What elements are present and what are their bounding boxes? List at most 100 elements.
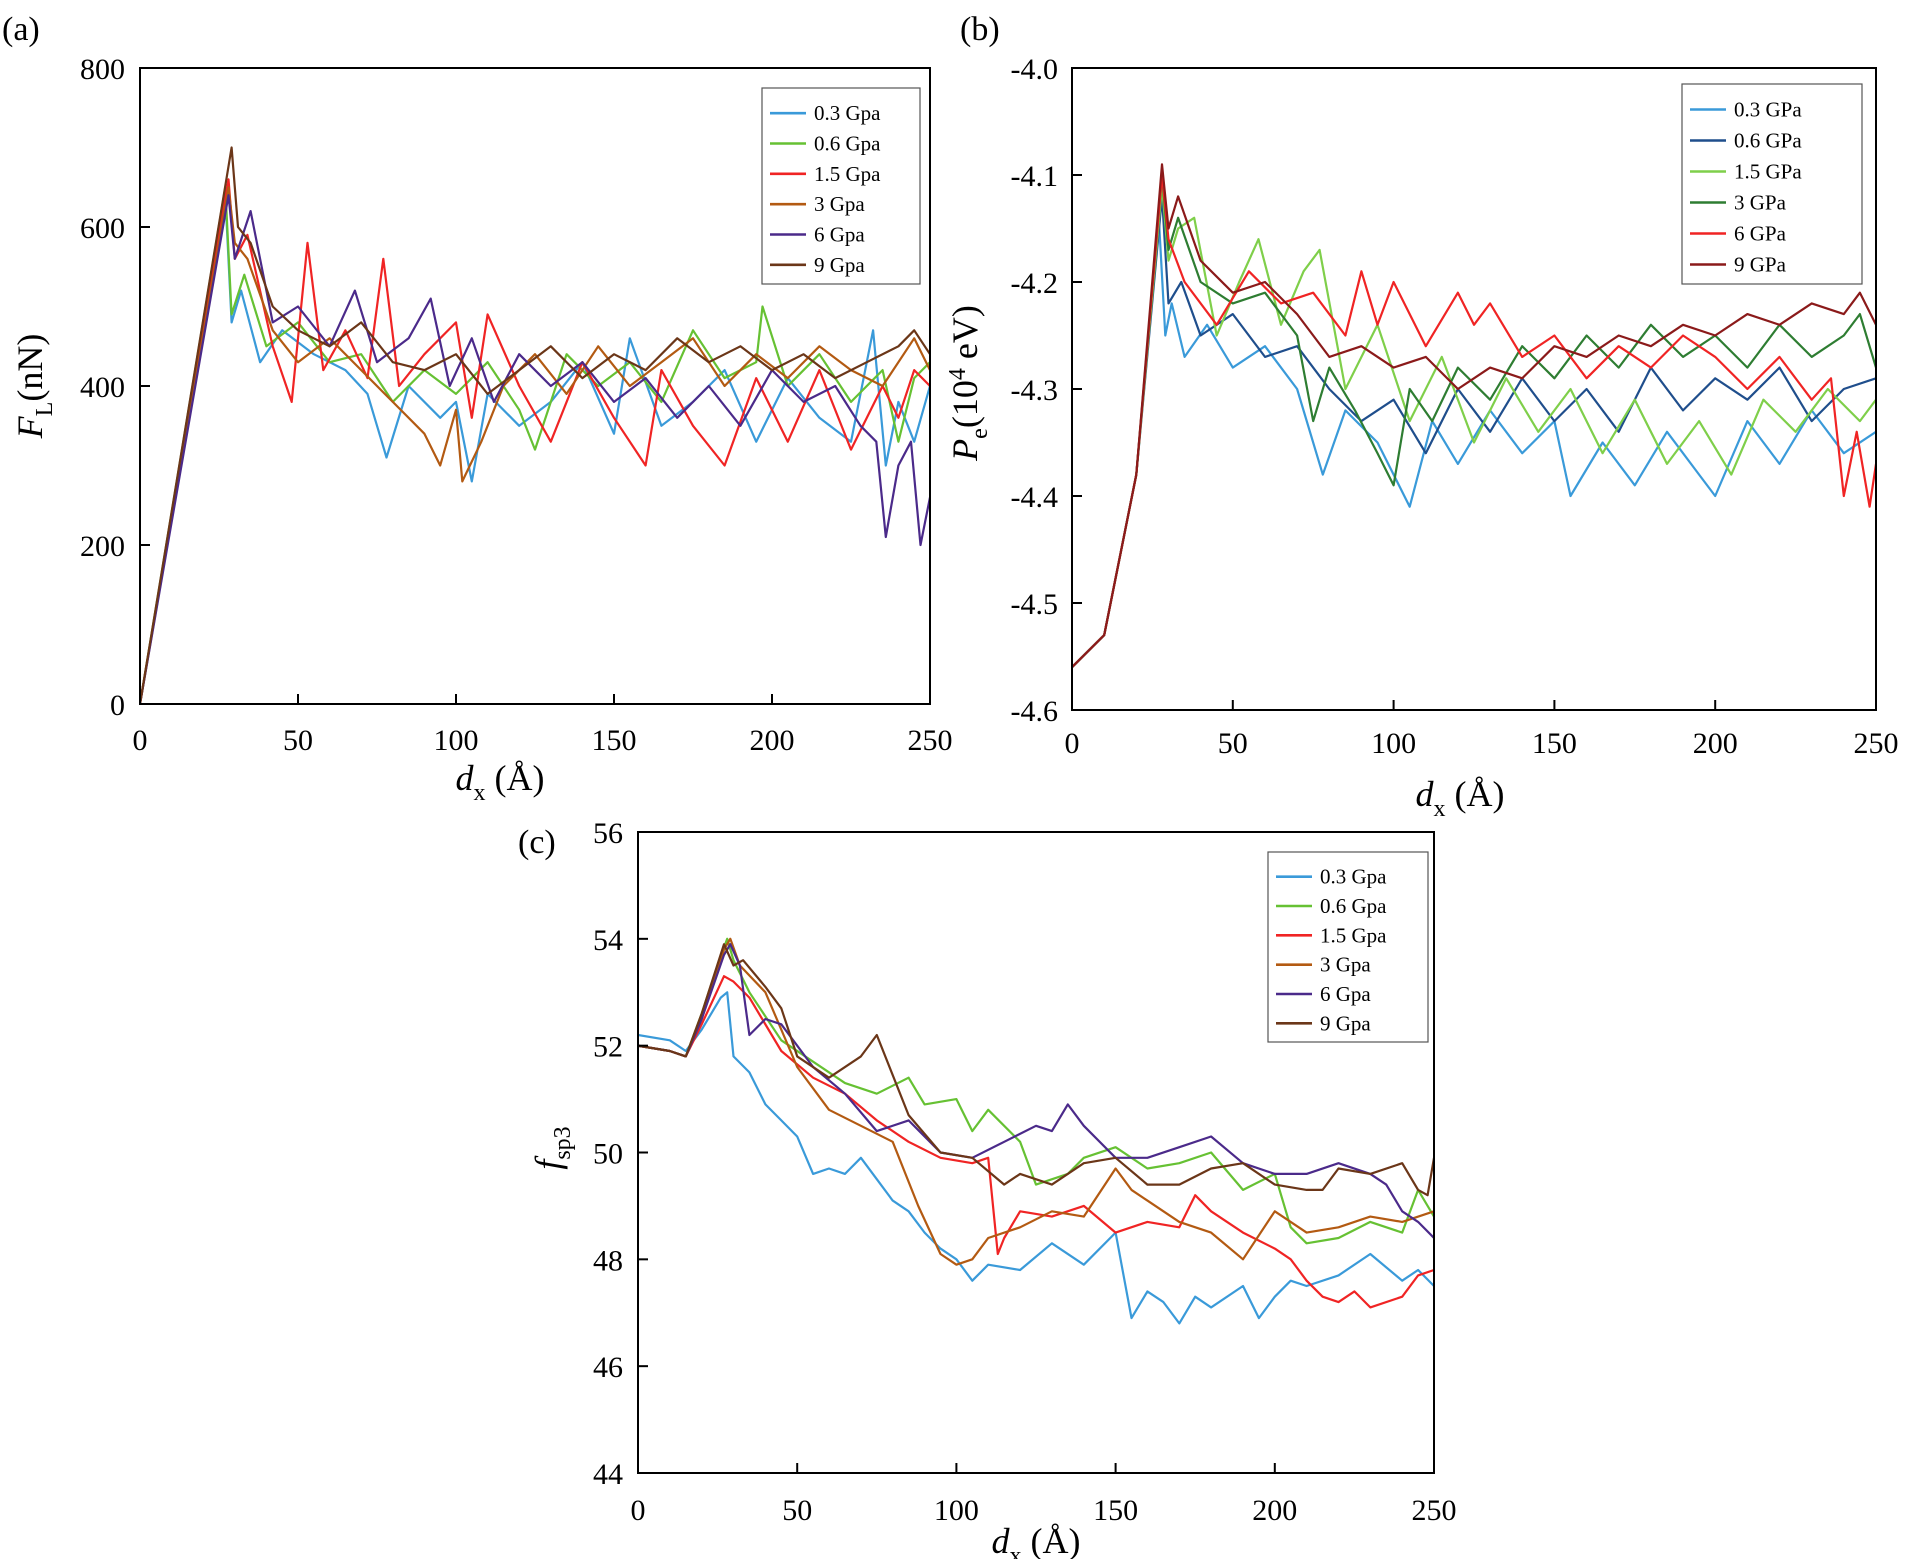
y-tick-label: 50 bbox=[593, 1138, 623, 1171]
x-tick-label: 150 bbox=[1532, 727, 1577, 760]
y-axis-title-unit-pre: (10 bbox=[945, 380, 985, 428]
series-line-0-6-gpa bbox=[1072, 195, 1876, 668]
legend: 0.3 GPa 0.6 GPa 1.5 GPa 3 GPa 6 GPa 9 GPa bbox=[1681, 83, 1863, 285]
x-tick-label: 150 bbox=[1093, 1494, 1138, 1527]
legend-label: 0.3 GPa bbox=[1734, 98, 1802, 122]
y-tick-label: 800 bbox=[80, 53, 125, 86]
y-axis-title-sub: L bbox=[32, 402, 58, 417]
series-line-3-gpa bbox=[1072, 173, 1876, 668]
legend-label: 1.5 GPa bbox=[1734, 160, 1802, 184]
y-tick-label: 48 bbox=[593, 1244, 623, 1277]
y-tick-label: -4.0 bbox=[1011, 53, 1059, 86]
y-axis-title-sup: 4 bbox=[945, 368, 971, 380]
y-axis-title-main: P bbox=[945, 439, 985, 462]
x-tick-label: 50 bbox=[782, 1494, 812, 1527]
x-tick-label: 50 bbox=[283, 724, 313, 757]
x-axis-title: dx (Å) bbox=[1416, 774, 1505, 822]
x-tick-label: 250 bbox=[908, 724, 953, 757]
x-axis-title-main: d bbox=[456, 758, 475, 798]
x-axis-title-unit: (Å) bbox=[486, 758, 545, 798]
chart-panel-b: 0 50 100 150 200 250 -4.6 -4.5 -4.4 -4.3 -4.2 -4.1 -… bbox=[945, 11, 1899, 822]
legend-label: 6 GPa bbox=[1734, 222, 1787, 246]
series-line-0-6-gpa bbox=[638, 937, 1434, 1245]
x-tick-label: 100 bbox=[934, 1494, 979, 1527]
x-axis-title-sub: x bbox=[474, 780, 486, 806]
x-tick-label: 0 bbox=[133, 724, 148, 757]
y-axis-title: Pe(104 eV) bbox=[945, 305, 993, 462]
panel-label: (a) bbox=[2, 11, 40, 48]
legend-label: 1.5 Gpa bbox=[1320, 923, 1387, 947]
x-tick-label: 0 bbox=[1065, 727, 1080, 760]
series-line-9-gpa bbox=[638, 943, 1434, 1197]
y-tick-label: 0 bbox=[110, 689, 125, 722]
x-tick-label: 200 bbox=[750, 724, 795, 757]
x-axis-title: dx (Å) bbox=[992, 1521, 1081, 1559]
x-tick-label: 250 bbox=[1854, 727, 1899, 760]
y-axis-title-sub: e bbox=[967, 428, 993, 439]
series-line-1-5-gpa bbox=[140, 178, 930, 704]
x-tick-label: 50 bbox=[1218, 727, 1248, 760]
y-tick-label: 44 bbox=[593, 1458, 623, 1491]
legend-label: 0.6 GPa bbox=[1734, 129, 1802, 153]
series-line-6-gpa bbox=[638, 943, 1434, 1239]
legend-box bbox=[1681, 83, 1863, 285]
y-tick-label: 56 bbox=[593, 817, 623, 850]
legend-label: 0.6 Gpa bbox=[814, 132, 881, 156]
x-axis-title: dx (Å) bbox=[456, 758, 545, 806]
series-line-3-gpa bbox=[638, 937, 1434, 1266]
legend-label: 1.5 Gpa bbox=[814, 162, 881, 186]
x-tick-label: 150 bbox=[592, 724, 637, 757]
series-line-6-gpa bbox=[1072, 173, 1876, 668]
y-axis-title-sub: sp3 bbox=[550, 1126, 576, 1159]
y-tick-label: 400 bbox=[80, 371, 125, 404]
legend-box bbox=[761, 87, 921, 285]
x-axis-title-sub: x bbox=[1434, 796, 1446, 822]
series-group bbox=[638, 937, 1434, 1325]
legend-box bbox=[1267, 851, 1429, 1043]
legend-label: 6 Gpa bbox=[814, 223, 865, 247]
x-axis-title-main: d bbox=[992, 1521, 1011, 1559]
panel-label: (b) bbox=[960, 11, 1000, 48]
y-axis-title: fsp3 bbox=[528, 1126, 576, 1169]
panel-label: (c) bbox=[518, 824, 556, 861]
x-axis-title-main: d bbox=[1416, 774, 1435, 814]
legend: 0.3 Gpa 0.6 Gpa 1.5 Gpa 3 Gpa 6 Gpa 9 Gpa bbox=[1267, 851, 1429, 1043]
y-tick-label: 46 bbox=[593, 1351, 623, 1384]
y-axis-title: FL(nN) bbox=[10, 334, 58, 440]
y-tick-label: -4.4 bbox=[1011, 481, 1059, 514]
legend-label: 3 Gpa bbox=[1320, 953, 1371, 977]
series-line-0-3-gpa bbox=[638, 991, 1434, 1325]
x-tick-label: 100 bbox=[434, 724, 479, 757]
y-axis-title-unit: (nN) bbox=[10, 334, 50, 402]
series-line-1-5-gpa bbox=[1072, 184, 1876, 668]
legend-label: 0.3 Gpa bbox=[1320, 865, 1387, 889]
series-line-0-6-gpa bbox=[140, 186, 930, 704]
y-tick-label: -4.3 bbox=[1011, 374, 1059, 407]
x-axis-title-unit: (Å) bbox=[1446, 774, 1505, 814]
legend-label: 3 Gpa bbox=[814, 192, 865, 216]
x-tick-label: 250 bbox=[1412, 1494, 1457, 1527]
x-tick-label: 0 bbox=[631, 1494, 646, 1527]
series-group bbox=[140, 146, 930, 704]
legend-label: 3 GPa bbox=[1734, 191, 1787, 215]
x-tick-label: 200 bbox=[1252, 1494, 1297, 1527]
y-axis-title-main: F bbox=[10, 415, 50, 439]
y-tick-label: 52 bbox=[593, 1031, 623, 1064]
legend-label: 0.3 Gpa bbox=[814, 101, 881, 125]
y-tick-label: -4.2 bbox=[1011, 267, 1059, 300]
y-tick-label: -4.5 bbox=[1011, 588, 1059, 621]
y-tick-label: -4.6 bbox=[1011, 695, 1059, 728]
y-tick-label: -4.1 bbox=[1011, 160, 1059, 193]
legend-label: 0.6 Gpa bbox=[1320, 894, 1387, 918]
y-tick-label: 600 bbox=[80, 212, 125, 245]
legend-label: 9 GPa bbox=[1734, 253, 1787, 277]
legend: 0.3 Gpa 0.6 Gpa 1.5 Gpa 3 Gpa 6 Gpa 9 Gpa bbox=[761, 87, 921, 285]
legend-label: 6 Gpa bbox=[1320, 982, 1371, 1006]
x-tick-label: 100 bbox=[1371, 727, 1416, 760]
y-tick-label: 54 bbox=[593, 924, 623, 957]
series-line-1-5-gpa bbox=[638, 975, 1434, 1309]
x-tick-label: 200 bbox=[1693, 727, 1738, 760]
legend-label: 9 Gpa bbox=[814, 253, 865, 277]
